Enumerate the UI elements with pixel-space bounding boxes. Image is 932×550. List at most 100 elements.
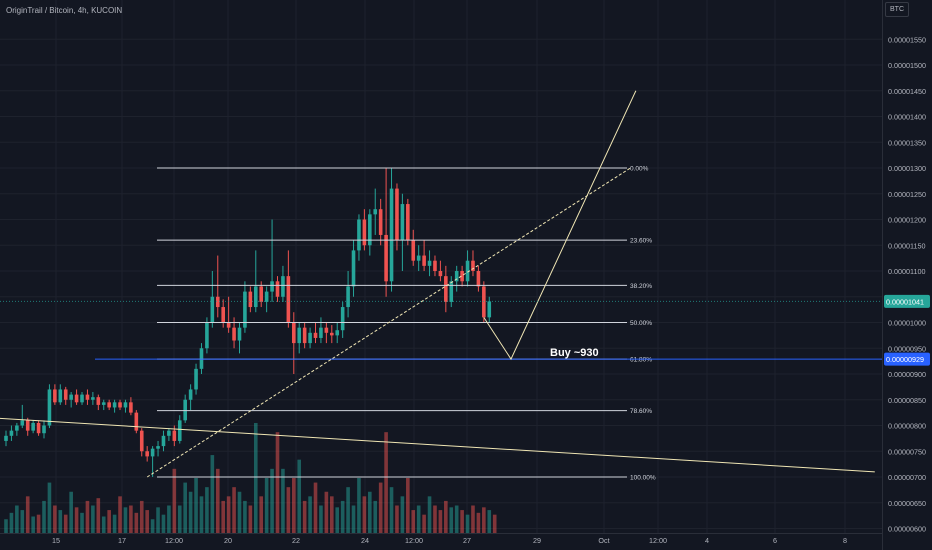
volume-bar bbox=[482, 507, 486, 533]
y-tick-label: 0.00001300 bbox=[888, 164, 926, 173]
buy-level-label: Buy ~930 bbox=[550, 347, 599, 359]
candle-body bbox=[145, 451, 149, 457]
candle-body bbox=[384, 234, 388, 282]
volume-bar bbox=[427, 496, 432, 533]
volume-bar bbox=[248, 505, 253, 533]
volume-bar bbox=[297, 459, 302, 533]
x-tick-label: Oct bbox=[598, 536, 609, 545]
candle-body bbox=[416, 255, 421, 261]
candle-body bbox=[69, 394, 73, 400]
candle-body bbox=[253, 286, 258, 308]
y-tick-label: 0.00000850 bbox=[888, 396, 926, 405]
candlesticks bbox=[4, 168, 492, 477]
x-tick-label: 6 bbox=[773, 536, 777, 545]
candle-body bbox=[9, 430, 14, 436]
y-tick-label: 0.00000900 bbox=[888, 370, 926, 379]
volume-bar bbox=[107, 510, 111, 533]
volume-bar bbox=[362, 496, 367, 533]
last-price-label: 0.00001041 bbox=[886, 297, 924, 306]
candle-body bbox=[199, 348, 204, 369]
candle-body bbox=[107, 402, 111, 408]
buy-price-label: 0.00000929 bbox=[886, 355, 924, 364]
x-tick-label: 29 bbox=[533, 536, 541, 545]
volume-bar bbox=[80, 512, 84, 533]
currency-badge[interactable]: BTC bbox=[885, 2, 909, 17]
candle-body bbox=[4, 435, 8, 441]
volume-bar bbox=[15, 505, 19, 533]
candle-body bbox=[221, 307, 225, 323]
candle-body bbox=[42, 425, 46, 434]
candle-body bbox=[460, 271, 464, 282]
volume-bar bbox=[416, 505, 421, 533]
candle-body bbox=[411, 240, 416, 261]
candle-body bbox=[63, 389, 68, 400]
candle-body bbox=[139, 430, 144, 452]
candle-body bbox=[465, 260, 470, 282]
volume-bar bbox=[112, 514, 117, 533]
candle-body bbox=[58, 389, 63, 403]
candle-body bbox=[112, 402, 117, 408]
candle-body bbox=[85, 394, 90, 400]
candle-body bbox=[161, 435, 166, 447]
y-tick-label: 0.00001000 bbox=[888, 319, 926, 328]
candle-body bbox=[36, 422, 41, 434]
candle-body bbox=[96, 397, 101, 405]
candle-body bbox=[281, 276, 285, 297]
candle-body bbox=[15, 425, 19, 431]
volume-bar bbox=[118, 496, 122, 533]
candle-body bbox=[232, 327, 236, 341]
candle-body bbox=[167, 430, 171, 436]
volume-bar bbox=[313, 482, 318, 533]
x-tick-label: 4 bbox=[705, 536, 709, 545]
volume-bar bbox=[465, 514, 470, 533]
volume-bar bbox=[150, 519, 155, 533]
volume-bar bbox=[270, 468, 274, 533]
volume-bar bbox=[406, 478, 410, 533]
candle-body bbox=[422, 255, 426, 266]
y-tick-label: 0.00000650 bbox=[888, 499, 926, 508]
volume-bar bbox=[194, 478, 198, 533]
volume-bar bbox=[243, 500, 247, 533]
volume-bar bbox=[330, 496, 334, 533]
y-tick-label: 0.00001450 bbox=[888, 87, 926, 96]
volume-bar bbox=[422, 514, 426, 533]
x-tick-label: 15 bbox=[52, 536, 60, 545]
x-tick-label: 17 bbox=[118, 536, 126, 545]
x-tick-label: 24 bbox=[361, 536, 369, 545]
candle-body bbox=[297, 327, 302, 344]
candle-body bbox=[449, 281, 454, 302]
candle-body bbox=[205, 322, 209, 349]
candle-body bbox=[150, 448, 155, 457]
candle-body bbox=[308, 332, 312, 344]
volume-bar bbox=[69, 491, 73, 533]
fib-level-label: 100.00% bbox=[630, 475, 656, 482]
fib-level-label: 23.60% bbox=[630, 238, 652, 245]
volume-bar bbox=[139, 500, 144, 533]
volume-bar bbox=[460, 510, 464, 533]
volume-bar bbox=[335, 507, 340, 533]
volume-bar bbox=[36, 514, 41, 533]
y-tick-label: 0.00000950 bbox=[888, 344, 926, 353]
candle-body bbox=[210, 296, 215, 323]
volume-bar bbox=[188, 491, 193, 533]
y-tick-label: 0.00001550 bbox=[888, 35, 926, 44]
volume-bar bbox=[53, 505, 57, 533]
candle-body bbox=[270, 281, 274, 292]
x-tick-label: 27 bbox=[463, 536, 471, 545]
candle-body bbox=[330, 332, 334, 336]
candle-body bbox=[400, 204, 405, 241]
candle-body bbox=[357, 219, 361, 251]
candle-body bbox=[248, 291, 253, 308]
candle-body bbox=[313, 332, 318, 338]
candle-body bbox=[172, 430, 177, 441]
candle-body bbox=[487, 301, 492, 318]
volume-bar bbox=[156, 507, 160, 533]
volume-bar bbox=[395, 505, 399, 533]
candle-body bbox=[340, 307, 345, 331]
candle-body bbox=[438, 271, 443, 277]
volume-bar bbox=[281, 468, 285, 533]
candle-body bbox=[319, 327, 323, 338]
volume-bar bbox=[368, 491, 372, 533]
volume-bar bbox=[351, 505, 356, 533]
